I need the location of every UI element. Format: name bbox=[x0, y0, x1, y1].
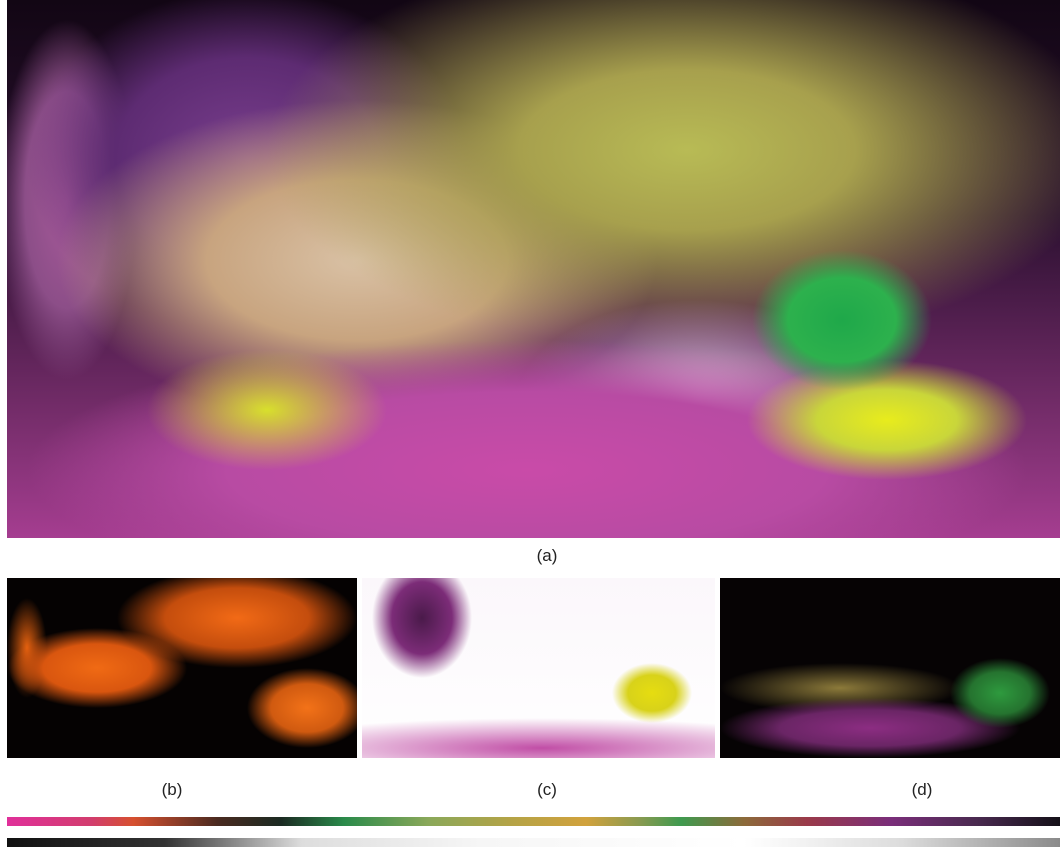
panel-d-image bbox=[720, 578, 1060, 758]
panel-label: (d) bbox=[912, 780, 933, 800]
panel-label: (a) bbox=[537, 546, 558, 566]
figure-page: (a) (b) (c) (d) (() => { const data = JS… bbox=[0, 0, 1060, 847]
panel-c-image bbox=[362, 578, 715, 758]
panel-label: (b) bbox=[162, 780, 183, 800]
panel-b-image bbox=[7, 578, 357, 758]
panel-label: (c) bbox=[537, 780, 557, 800]
panel-a-image bbox=[7, 0, 1060, 538]
color-map-bar bbox=[7, 817, 1060, 826]
opacity-map-bar bbox=[7, 838, 1060, 847]
